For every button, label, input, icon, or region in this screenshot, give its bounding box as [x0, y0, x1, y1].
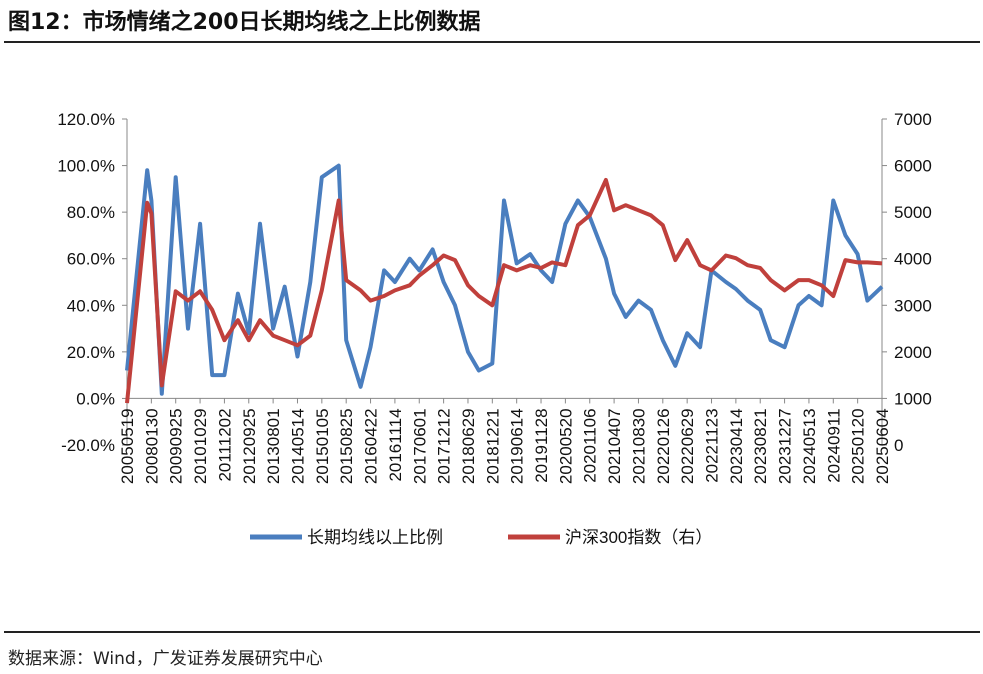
x-tick-label: 20050519	[118, 408, 137, 484]
x-tick-label: 20171212	[435, 408, 454, 484]
right-tick-label: 3000	[894, 296, 932, 315]
left-tick-label: 0.0%	[76, 389, 115, 408]
x-tick-label: 20191128	[532, 408, 551, 482]
x-tick-label: 20240513	[800, 408, 819, 484]
x-tick-label: 20140514	[288, 408, 307, 484]
x-tick-label: 20220126	[654, 408, 673, 484]
left-tick-label: 80.0%	[67, 203, 115, 222]
series-line-1	[125, 163, 884, 396]
x-tick-label: 20080130	[142, 408, 161, 484]
left-tick-label: -20.0%	[61, 436, 115, 455]
x-tick-label: 20230821	[751, 408, 770, 484]
figure-title: 图12：市场情绪之200日长期均线之上比例数据	[8, 10, 481, 35]
x-tick-label: 20250604	[873, 408, 892, 484]
x-tick-label: 20221123	[703, 408, 722, 482]
left-tick-label: 40.0%	[67, 296, 115, 315]
right-tick-label: 1000	[894, 389, 932, 408]
right-tick-label: 2000	[894, 343, 932, 362]
legend-label: 长期均线以上比例	[307, 528, 443, 547]
x-tick-label: 20250120	[849, 408, 868, 484]
x-tick-label: 20161114	[386, 408, 405, 481]
x-tick-label: 20090925	[167, 408, 186, 484]
chart: 120.0% 100.0% 80.0% 60.0% 40.0% 20.0% 0.0% -20.…	[57, 110, 932, 547]
x-tick-label: 20220629	[678, 408, 697, 484]
x-tick-label: 20230414	[727, 408, 746, 484]
right-tick-label: 5000	[894, 203, 932, 222]
right-tick-label: 4000	[894, 250, 932, 269]
x-tick-label: 20210830	[629, 408, 648, 484]
x-tick-label: 20160422	[362, 408, 381, 484]
right-tick-label: 6000	[894, 157, 932, 176]
right-tick-label: 7000	[894, 110, 932, 129]
source-note: 数据来源：Wind，广发证券发展研究中心	[8, 649, 323, 669]
legend-label: 沪深300指数（右）	[565, 528, 712, 547]
x-tick-label: 20150825	[337, 408, 356, 484]
x-tick-label: 20231227	[776, 408, 795, 484]
x-tick-label: 20210407	[605, 408, 624, 484]
x-tick-label: 20190614	[508, 408, 527, 484]
x-tick-label: 20240911	[824, 408, 843, 482]
x-tick-label: 20201106	[581, 408, 600, 482]
x-tick-label: 20101029	[191, 408, 210, 484]
x-tick-label: 20181221	[483, 408, 502, 484]
bottom-rule	[4, 631, 980, 633]
left-tick-label: 60.0%	[67, 250, 115, 269]
x-tick-label: 20170601	[410, 408, 429, 484]
x-tick-label: 20180629	[459, 408, 478, 484]
left-tick-label: 120.0%	[57, 110, 115, 129]
x-tick-label: 20150105	[313, 408, 332, 484]
x-tick-label: 20200520	[556, 408, 575, 484]
x-tick-label: 20130801	[264, 408, 283, 484]
series-line-2	[125, 178, 883, 404]
left-tick-label: 20.0%	[67, 343, 115, 362]
x-tick-label: 20111202	[215, 408, 234, 481]
right-tick-label: 0	[894, 436, 903, 455]
x-tick-label: 20120925	[240, 408, 259, 484]
top-rule	[4, 41, 980, 43]
left-tick-label: 100.0%	[57, 157, 115, 176]
